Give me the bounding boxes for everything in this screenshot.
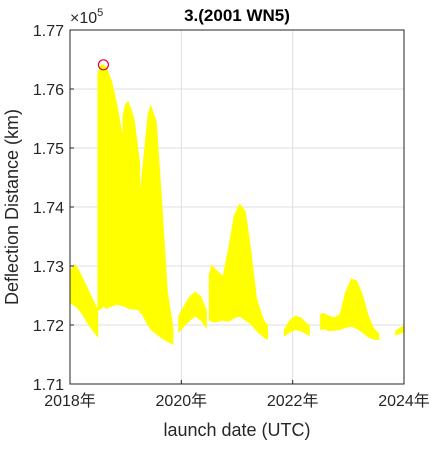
y-tick-label: 1.76 [33, 82, 64, 99]
y-tick-label: 1.71 [33, 377, 64, 394]
y-exponent-label: ×105 [70, 7, 103, 27]
deflection-band [178, 291, 207, 334]
deflection-band [97, 64, 124, 311]
x-tick-label: 2022年 [267, 392, 319, 410]
deflection-band [283, 315, 310, 337]
deflection-band [69, 264, 99, 338]
deflection-band [208, 203, 269, 340]
marker-layer [97, 59, 110, 71]
y-exponent-power: 5 [97, 7, 103, 19]
x-tick-label: 2018年 [44, 392, 96, 410]
deflection-band [320, 278, 380, 341]
y-tick-label: 1.75 [33, 141, 64, 158]
deflection-band [122, 101, 141, 311]
max-point-marker [97, 59, 110, 71]
deflection-band [395, 325, 405, 336]
y-tick-label: 1.72 [33, 318, 64, 335]
tick-layer: 2018年 2020年 2022年 2024年 1.71 1.72 1.73 1.74 1.75… [33, 23, 430, 410]
y-axis-label: Deflection Distance (km) [2, 109, 22, 305]
chart-title: 3.(2001 WN5) [184, 6, 290, 25]
x-tick-label: 2024年 [378, 392, 430, 410]
x-axis-label: launch date (UTC) [163, 420, 310, 440]
y-tick-label: 1.77 [33, 23, 64, 40]
y-exponent-base: ×10 [70, 10, 97, 27]
x-tick-label: 2020年 [156, 392, 208, 410]
y-tick-label: 1.73 [33, 259, 64, 276]
y-tick-label: 1.74 [33, 200, 64, 217]
area-layer [69, 64, 405, 345]
deflection-band [139, 104, 174, 345]
